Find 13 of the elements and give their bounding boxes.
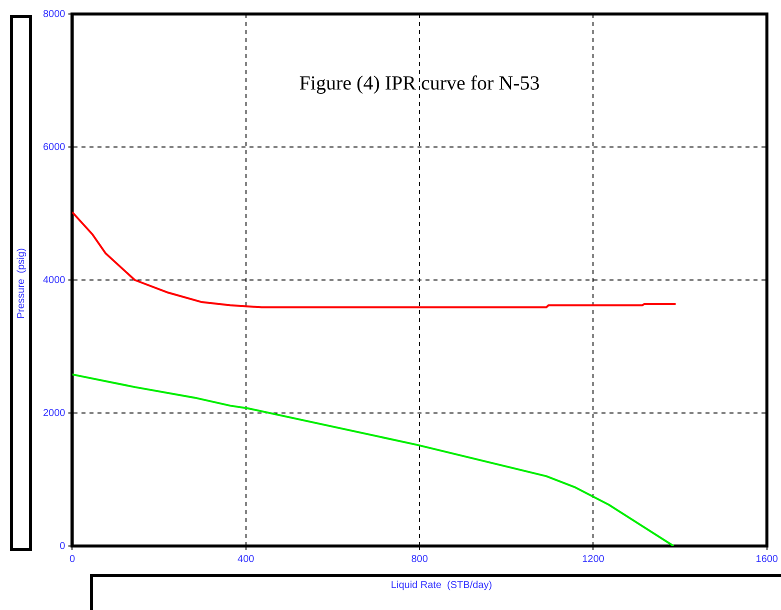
x-tick-label: 1600 bbox=[756, 554, 778, 565]
y-tick-label: 6000 bbox=[42, 142, 66, 153]
text: Figure (4) IPR curve for N-53 bbox=[299, 72, 540, 94]
x-tick-label: 400 bbox=[238, 554, 255, 565]
x-axis-title: Liquid Rate (STB/day) bbox=[90, 574, 781, 610]
y-tick-label: 2000 bbox=[42, 408, 66, 419]
y-tick-label: 0 bbox=[60, 540, 66, 552]
x-tick-label: 0 bbox=[69, 554, 76, 565]
y-tick-label: 8000 bbox=[42, 8, 66, 20]
y-tick-label: 4000 bbox=[42, 274, 66, 286]
x-tick-label: 1200 bbox=[582, 554, 605, 565]
y-axis-title: Pressure (psig) bbox=[16, 248, 27, 318]
x-tick-label: 800 bbox=[411, 554, 428, 565]
